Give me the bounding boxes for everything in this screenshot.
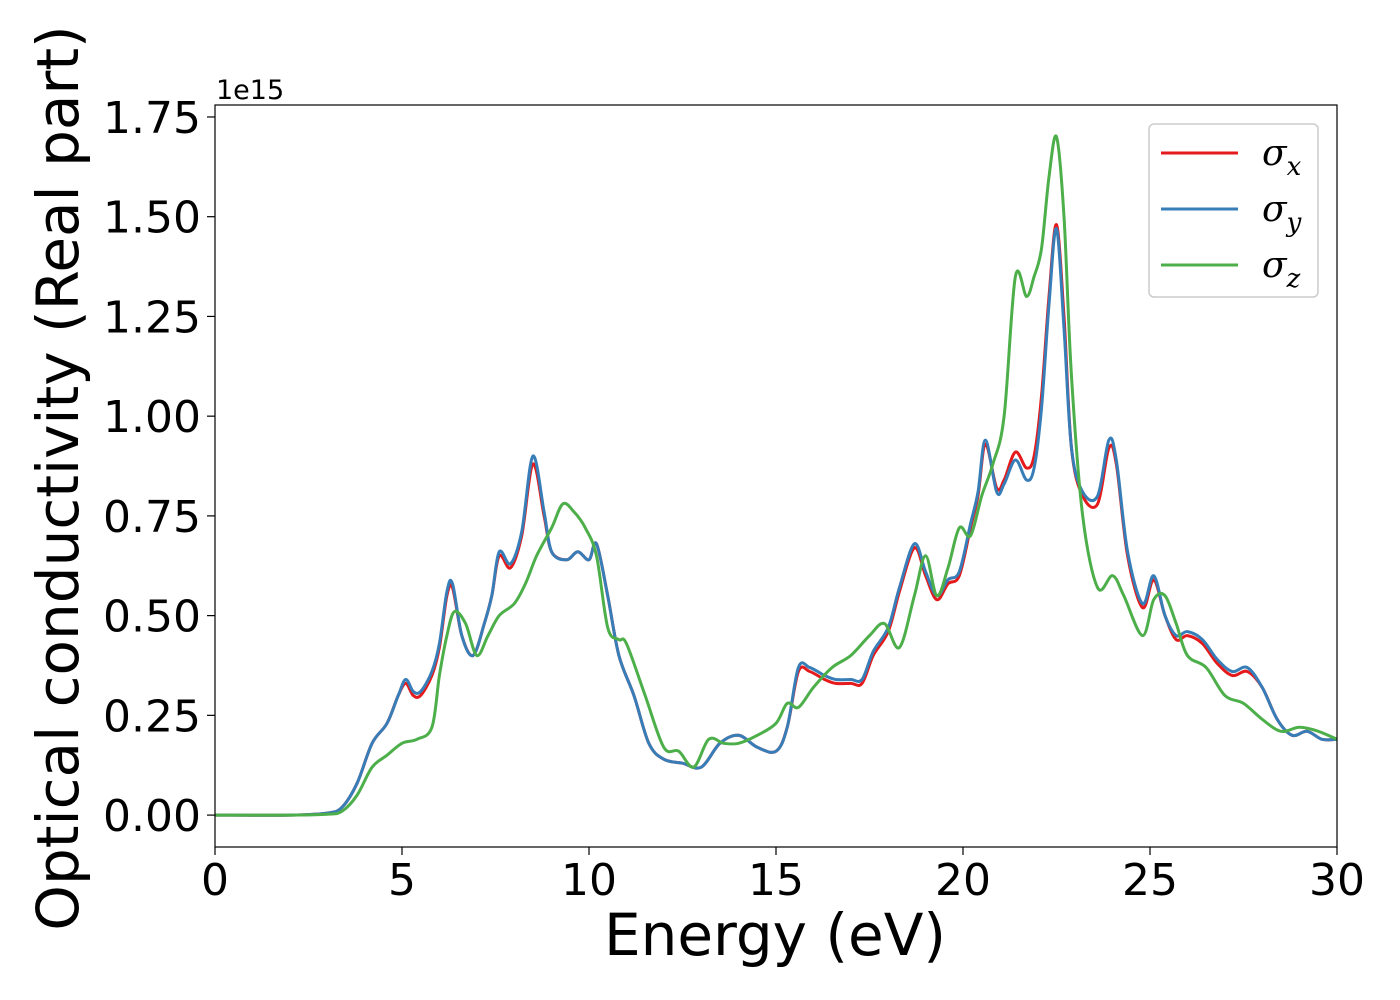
x-tick-label: 10 [561, 855, 617, 906]
series-line-sigma-z [215, 134, 1337, 817]
y-tick-label: 1.25 [103, 292, 201, 343]
y-tick-label: 0.00 [103, 791, 201, 842]
series-group [215, 134, 1337, 817]
y-offset-text: 1e15 [216, 75, 284, 106]
y-tick-label: 0.25 [103, 691, 201, 742]
legend-label-sigma-x: σx [1262, 133, 1302, 182]
legend-label-sigma-z: σz [1262, 245, 1301, 294]
legend: σx σy σz [1148, 123, 1319, 298]
y-axis-label: Optical conductivity (Real part) [24, 25, 92, 930]
y-tick-label: 1.75 [103, 93, 201, 144]
y-tick-label: 0.50 [103, 592, 201, 643]
x-tick-label: 5 [388, 855, 416, 906]
plot-area: 0 5 10 15 20 25 30 0.00 0.25 0.50 0.75 1.00 1.25 1.50… [103, 93, 1365, 906]
x-tick-label: 20 [935, 855, 991, 906]
legend-label-sigma-y: σy [1262, 189, 1302, 238]
y-tick-label: 0.75 [103, 492, 201, 543]
x-tick-label: 30 [1309, 855, 1365, 906]
x-axis-label: Energy (eV) [604, 901, 946, 969]
y-tick-label: 1.00 [103, 392, 201, 443]
series-line-sigma-y [215, 227, 1337, 817]
x-tick-label: 15 [748, 855, 804, 906]
x-tick-label: 0 [201, 855, 229, 906]
y-tick-label: 1.50 [103, 193, 201, 244]
x-tick-label: 25 [1122, 855, 1178, 906]
